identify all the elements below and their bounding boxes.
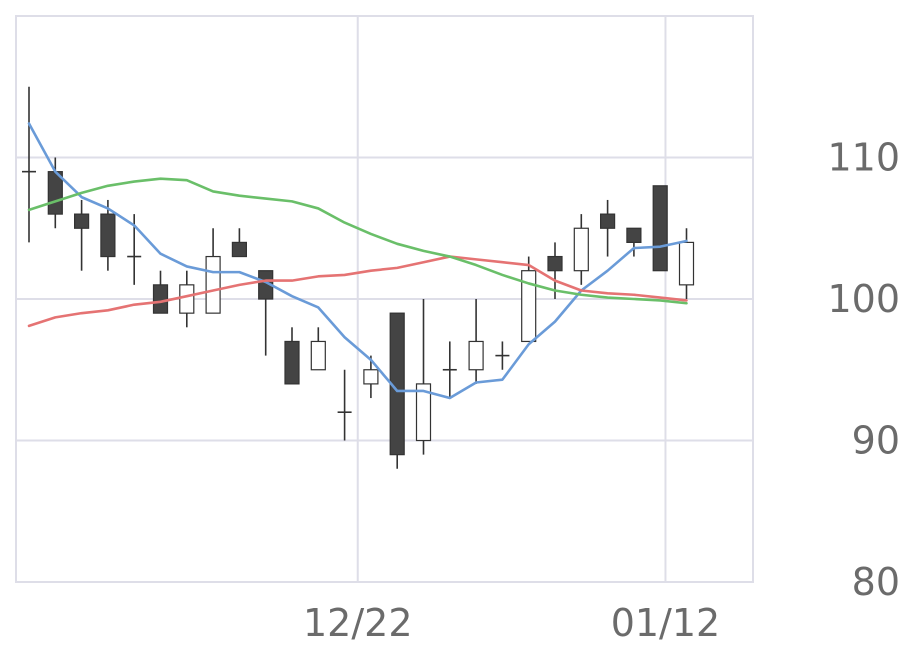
x-tick-label: 12/22 xyxy=(303,601,413,645)
candle-body-up xyxy=(415,383,432,442)
candle-body-down xyxy=(652,185,668,272)
candle-body-up xyxy=(468,340,484,371)
candle-body-down xyxy=(547,255,563,272)
candle-body-down xyxy=(73,213,90,229)
candle-body-up xyxy=(205,255,221,314)
x-tick-label: 01/12 xyxy=(611,601,721,645)
y-tick-label: 80 xyxy=(852,560,900,604)
candle-body-up xyxy=(179,284,195,314)
plot-area-frame xyxy=(15,15,754,583)
y-tick-label: 110 xyxy=(827,136,900,180)
ma-line-0 xyxy=(27,122,688,400)
candle-body-up xyxy=(363,369,379,385)
candle-body-up xyxy=(521,270,537,343)
candles-layer xyxy=(22,86,695,469)
candle-body-down xyxy=(626,227,642,243)
moving-average-lines xyxy=(27,122,688,400)
candle-body-up xyxy=(678,241,695,286)
candle-body-down xyxy=(284,340,300,385)
candle-body-down xyxy=(152,284,169,314)
ma-line-2 xyxy=(27,177,688,305)
candle-body-down xyxy=(231,241,247,258)
ma-line-1 xyxy=(27,255,688,328)
candle-body-up xyxy=(310,340,326,371)
candle-body-down xyxy=(599,213,616,229)
y-tick-label: 100 xyxy=(827,277,900,321)
x-axis-labels: 12/22 01/12 xyxy=(303,601,720,645)
y-axis-labels: 80 90 100 110 xyxy=(827,136,900,605)
candle-body-down xyxy=(100,213,116,258)
candle-body-up xyxy=(573,227,589,272)
y-tick-label: 90 xyxy=(852,419,900,463)
